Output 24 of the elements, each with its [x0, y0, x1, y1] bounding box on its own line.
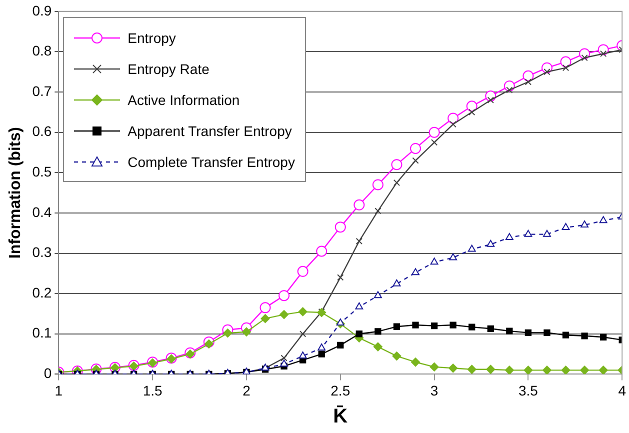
legend-label: Apparent Transfer Entropy	[128, 122, 292, 139]
legend-label: Entropy	[128, 30, 176, 46]
y-axis-title: Information (bits)	[7, 127, 24, 259]
y-tick-label: 0.3	[32, 244, 52, 260]
y-tick-label: 0.1	[32, 324, 52, 341]
x-tick-label: 3.5	[518, 382, 538, 398]
y-tick-label: 0.4	[32, 204, 52, 220]
x-tick-label: 4	[618, 382, 626, 398]
x-tick-label: 2	[242, 382, 251, 398]
y-tick-label: 0.6	[32, 123, 52, 140]
y-tick-label: 0.2	[32, 284, 52, 300]
y-tick-label: 0	[44, 365, 52, 382]
legend-label: Active Information	[128, 92, 240, 108]
y-tick-label: 0.7	[32, 82, 52, 99]
x-axis-title: K̄	[333, 405, 348, 428]
x-tick-label: 3	[430, 382, 438, 398]
x-tick-label: 2.5	[330, 382, 350, 398]
legend-label: Entropy Rate	[128, 60, 210, 77]
legend-label: Complete Transfer Entropy	[128, 154, 295, 170]
x-tick-label: 1	[54, 382, 63, 398]
y-tick-label: 0.9	[32, 2, 52, 18]
x-tick-label: 1.5	[142, 382, 163, 398]
y-tick-label: 0.5	[32, 164, 52, 180]
y-tick-label: 0.8	[32, 42, 52, 59]
